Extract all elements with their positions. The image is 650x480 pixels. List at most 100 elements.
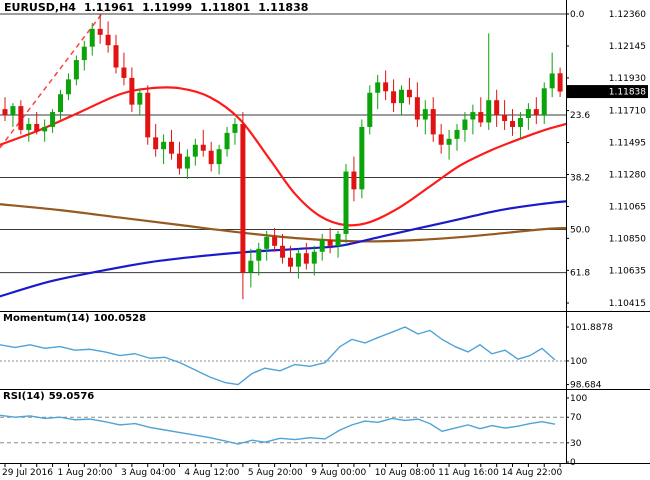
price-axis-label: 1.10850 xyxy=(609,234,646,244)
candle-body xyxy=(256,248,262,261)
price-axis-label: 1.12360 xyxy=(609,10,646,20)
candle-body xyxy=(478,112,484,123)
time-axis-label: 5 Aug 20:00 xyxy=(248,468,303,478)
rsi-axis-label: 30 xyxy=(570,439,582,449)
candle-body xyxy=(486,100,492,123)
candle-body xyxy=(2,109,8,116)
candle-body xyxy=(264,236,270,249)
candle-body xyxy=(311,251,317,264)
candle-body xyxy=(557,73,563,92)
price-axis-label: 1.11280 xyxy=(609,170,646,180)
candle-body xyxy=(145,92,151,138)
candle-body xyxy=(169,141,175,154)
current-price-label: 1.11838 xyxy=(609,88,646,98)
rsi-axis-label: 100 xyxy=(570,394,587,404)
price-axis-label: 1.10415 xyxy=(609,299,646,309)
time-axis-label: 10 Aug 08:00 xyxy=(375,468,436,478)
symbol-timeframe-label: EURUSD,H4 xyxy=(4,1,76,14)
candle-body xyxy=(525,109,531,119)
time-axis-label: 3 Aug 04:00 xyxy=(121,468,176,478)
candle-body xyxy=(105,34,111,46)
candle-body xyxy=(351,171,357,190)
fib-level-label: 61.8 xyxy=(570,269,590,279)
candle-body xyxy=(295,253,301,267)
fib-level-label: 23.6 xyxy=(570,111,590,121)
fib-level-label: 38.2 xyxy=(570,173,590,183)
time-axis-label: 1 Aug 20:00 xyxy=(58,468,113,478)
time-axis-label: 4 Aug 12:00 xyxy=(184,468,239,478)
candle-body xyxy=(462,119,468,130)
rsi-indicator-name: RSI(14) xyxy=(3,391,45,402)
momentum-axis-label: 100 xyxy=(570,357,587,367)
ohlc-low-value: 1.11801 xyxy=(200,1,251,14)
candle-body xyxy=(121,67,127,78)
ohlc-close-value: 1.11838 xyxy=(258,1,309,14)
candle-body xyxy=(470,112,476,120)
candle-body xyxy=(81,46,87,61)
candle-body xyxy=(343,171,349,234)
price-axis-label: 1.12145 xyxy=(609,42,646,52)
candle-body xyxy=(137,92,143,105)
fib-level-label: 50.0 xyxy=(570,225,590,235)
rsi-line xyxy=(0,414,556,445)
candle-body xyxy=(375,82,381,93)
candle-body xyxy=(422,109,428,120)
candle-body xyxy=(97,28,103,35)
candle-body xyxy=(383,82,389,92)
time-axis-label: 9 Aug 00:00 xyxy=(311,468,366,478)
candle-body xyxy=(399,89,404,104)
candle-body xyxy=(65,79,71,95)
candle-body xyxy=(208,150,214,165)
ma-fast-line xyxy=(0,86,568,227)
candle-body xyxy=(50,112,56,127)
rsi-axis-label: 0 xyxy=(570,458,576,468)
candle-body xyxy=(541,88,547,116)
ma-mid-line xyxy=(0,203,568,243)
candle-body xyxy=(10,106,16,116)
price-axis-label: 1.11710 xyxy=(609,107,646,117)
candle-body xyxy=(533,109,539,116)
candle-body xyxy=(510,120,516,127)
candle-body xyxy=(319,239,325,252)
price-axis-label: 1.10635 xyxy=(609,266,646,276)
candle-body xyxy=(224,132,230,150)
candle-body xyxy=(430,109,436,135)
candle-body xyxy=(248,260,254,273)
candle-body xyxy=(161,141,167,150)
price-axis-label: 1.11065 xyxy=(609,202,646,212)
candle-body xyxy=(272,236,278,246)
candle-body xyxy=(454,129,460,139)
rsi-indicator-label: RSI(14) 59.0576 xyxy=(3,391,98,402)
candle-body xyxy=(176,153,182,169)
candle-body xyxy=(192,144,198,157)
momentum-axis-label: 98.684 xyxy=(570,381,602,391)
candle-body xyxy=(327,239,333,246)
price-axis-label: 1.11930 xyxy=(609,74,646,84)
current-price-box xyxy=(567,85,648,99)
candle-body xyxy=(280,245,286,258)
candle-body xyxy=(549,73,555,89)
trendline-dashed xyxy=(0,10,105,149)
candle-body xyxy=(391,91,397,104)
momentum-indicator-label: Momentum(14) 100.0528 xyxy=(3,313,150,324)
candle-body xyxy=(414,97,420,120)
candle-body xyxy=(200,144,206,151)
candle-body xyxy=(240,123,246,273)
candle-body xyxy=(406,89,412,98)
candle-body xyxy=(89,28,95,47)
fib-level-label: 0.0 xyxy=(570,10,585,20)
candle-body xyxy=(216,149,222,165)
price-axis-label: 1.11495 xyxy=(609,139,646,149)
candle-body xyxy=(367,92,373,127)
candle-body xyxy=(73,60,79,80)
ohlc-high-value: 1.11999 xyxy=(142,1,193,14)
candle-body xyxy=(335,233,341,246)
time-axis-label: 11 Aug 16:00 xyxy=(438,468,499,478)
rsi-axis-label: 70 xyxy=(570,413,582,423)
momentum-axis-label: 101.8878 xyxy=(570,323,613,333)
momentum-indicator-value: 100.0528 xyxy=(93,313,147,324)
candle-body xyxy=(517,118,523,127)
candle-body xyxy=(113,45,119,68)
